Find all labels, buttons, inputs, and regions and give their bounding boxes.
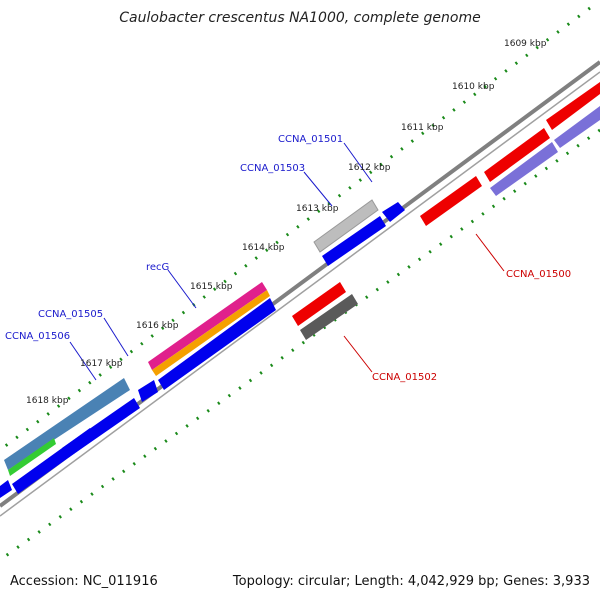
tick-label: 1611 kbp	[401, 123, 444, 133]
gene-label-ccna-01500[interactable]: CCNA_01500	[506, 269, 571, 280]
tick-label: 1613 kbp	[296, 204, 339, 214]
leader-ccna-01503	[303, 171, 333, 207]
tick-labels: 1609 kbp 1610 kbp 1611 kbp 1612 kbp 1613…	[26, 39, 547, 406]
genome-backbone-inner	[0, 71, 600, 517]
reverse-features	[292, 82, 600, 340]
cds-ccna-01500-red-b[interactable]	[484, 128, 550, 182]
accession-label: Accession: NC_011916	[10, 574, 158, 589]
cds-ccna-01502-darkgray[interactable]	[300, 294, 358, 340]
cds-ccna-01500-red-c[interactable]	[546, 82, 600, 130]
tick-label: 1610 kbp	[452, 82, 495, 92]
tick-label: 1612 kbp	[348, 163, 391, 173]
outer-tick-track	[0, 6, 591, 452]
cds-ccna-01503-blue[interactable]	[322, 216, 386, 266]
cds-ccna-01500-purple-a[interactable]	[490, 142, 558, 196]
cds-recg-blue[interactable]	[158, 298, 276, 390]
leader-ccna-01501	[343, 142, 373, 183]
cds-ccna-01506-blue-b[interactable]	[12, 428, 96, 494]
tick-label: 1615 kbp	[190, 282, 233, 292]
gene-label-ccna-01502[interactable]: CCNA_01502	[372, 372, 437, 383]
leader-ccna-01502	[343, 335, 373, 373]
gene-label-ccna-01501[interactable]: CCNA_01501	[278, 134, 343, 145]
cds-ccna-01501-blue[interactable]	[382, 202, 405, 222]
cds-ccna-01505-blue[interactable]	[138, 380, 158, 402]
gene-label-ccna-01503[interactable]: CCNA_01503	[240, 163, 305, 174]
cds-recg-magenta[interactable]	[148, 282, 267, 370]
gene-labels: CCNA_01501 CCNA_01503 recG CCNA_01505 CC…	[5, 134, 571, 383]
gene-label-ccna-01505[interactable]: CCNA_01505	[38, 309, 103, 320]
gene-label-recg[interactable]: recG	[146, 262, 169, 273]
cds-ccna-01500-red-a[interactable]	[420, 176, 482, 226]
gene-label-ccna-01506[interactable]: CCNA_01506	[5, 331, 70, 342]
leader-ccna-01500	[475, 233, 505, 272]
inner-tick-track	[0, 128, 600, 562]
cds-ccna-01502-red[interactable]	[292, 282, 346, 326]
cds-ccna-01503-gray[interactable]	[313, 199, 379, 253]
leader-lines	[69, 142, 505, 381]
leader-recg	[167, 269, 197, 309]
leader-ccna-01506	[69, 341, 97, 381]
map-title: Caulobacter crescentus NA1000, complete …	[119, 10, 481, 26]
cds-recg-orange[interactable]	[152, 290, 270, 376]
cds-ccna-01500-purple-b[interactable]	[554, 106, 600, 148]
tick-label: 1617 kbp	[80, 359, 123, 369]
tick-label: 1616 kbp	[136, 321, 179, 331]
cds-edge-blue[interactable]	[0, 480, 12, 498]
tick-label: 1614 kbp	[242, 243, 285, 253]
genome-summary: Topology: circular; Length: 4,042,929 bp…	[232, 574, 590, 589]
leader-ccna-01505	[103, 317, 129, 357]
cds-ccna-01506-steel[interactable]	[4, 378, 130, 470]
cds-ccna-01506-green[interactable]	[8, 438, 56, 476]
tick-label: 1618 kbp	[26, 396, 69, 406]
tick-label: 1609 kbp	[504, 39, 547, 49]
forward-features	[0, 199, 405, 498]
